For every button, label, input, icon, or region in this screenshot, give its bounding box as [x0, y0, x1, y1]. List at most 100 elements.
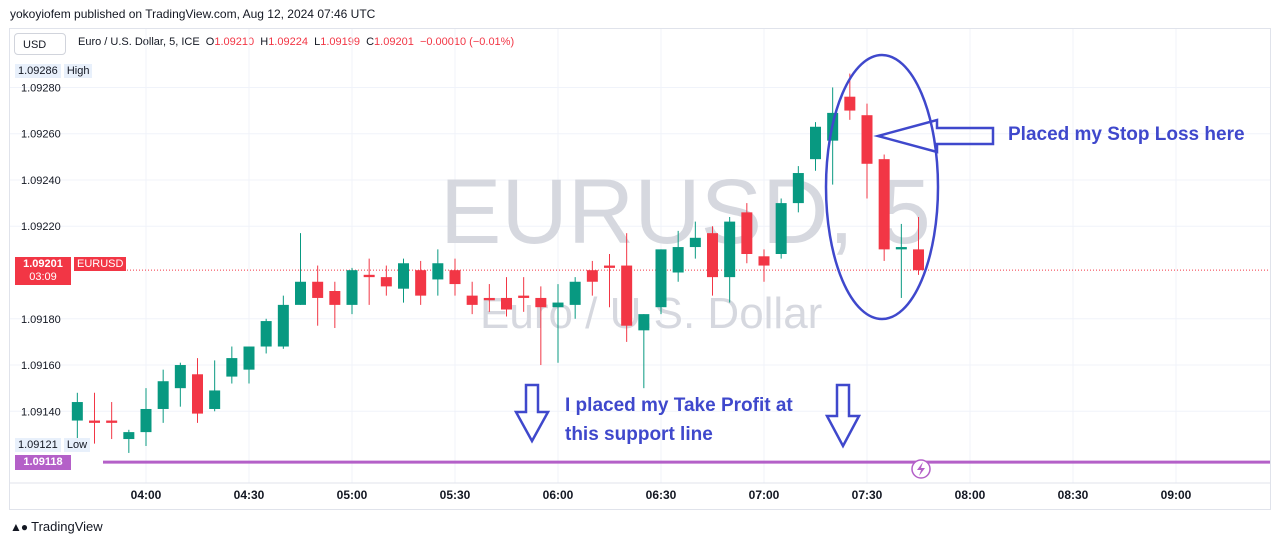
current-price-value: 1.09201	[23, 258, 63, 270]
candle	[243, 346, 255, 384]
candle	[707, 226, 718, 296]
candle-body	[380, 277, 392, 287]
candle-body	[449, 270, 461, 285]
x-tick-label: 05:30	[440, 488, 471, 502]
lightning-icon	[911, 459, 931, 479]
candle-body	[913, 249, 924, 271]
candle-body	[689, 237, 701, 248]
current-symbol-badge: EURUSD	[74, 257, 127, 271]
candle	[792, 166, 804, 213]
high-value: 1.09286	[15, 64, 61, 78]
candle-body	[226, 358, 238, 377]
low-tag: 1.09121 Low	[15, 438, 91, 452]
candle-body	[71, 402, 83, 421]
candles	[71, 73, 924, 453]
legend-open: 1.09210	[214, 36, 255, 48]
high-label: High	[63, 64, 93, 78]
candle-body	[483, 297, 495, 301]
candle	[260, 318, 272, 354]
candle	[466, 281, 478, 315]
candle	[277, 295, 289, 349]
candle-body	[604, 265, 615, 268]
candle-body	[861, 115, 873, 164]
x-tick-label: 08:00	[955, 488, 986, 502]
x-tick-label: 06:30	[646, 488, 677, 502]
candle-body	[741, 212, 753, 254]
candle	[432, 249, 444, 296]
candle	[535, 286, 547, 366]
candle-body	[123, 432, 135, 440]
candle	[346, 267, 358, 315]
candle-body	[552, 302, 564, 308]
candle-body	[672, 247, 684, 273]
candle	[672, 230, 684, 282]
x-tick-label: 04:30	[234, 488, 265, 502]
stop-loss-label: Placed my Stop Loss here	[1008, 124, 1245, 145]
ohlc-legend: Euro / U.S. Dollar, 5, ICE O1.09210 H1.0…	[78, 36, 514, 48]
candle	[106, 402, 118, 440]
candle	[741, 203, 753, 264]
candle	[174, 362, 186, 407]
candle	[363, 258, 375, 305]
y-tick-label: 1.09180	[21, 314, 61, 326]
candle	[913, 216, 924, 275]
candle-body	[363, 274, 375, 278]
candle	[689, 221, 701, 259]
legend-close-label: C	[366, 36, 375, 48]
watermark-symbol: EURUSD, 5	[440, 161, 931, 263]
high-tag: 1.09286 High	[15, 64, 93, 78]
x-tick-label: 09:00	[1161, 488, 1192, 502]
chart-frame	[9, 28, 1271, 510]
countdown: 03:09	[29, 271, 57, 283]
stop-loss-ellipse	[824, 53, 940, 321]
candle-body	[415, 270, 427, 296]
candle	[775, 198, 787, 259]
legend-symbol[interactable]: Euro / U.S. Dollar, 5, ICE	[78, 36, 200, 48]
brand-name: TradingView	[31, 519, 103, 534]
candle	[89, 392, 100, 444]
grid-lines	[10, 29, 1270, 483]
candle	[569, 277, 581, 319]
footer-brand[interactable]: ▲● TradingView	[10, 519, 103, 534]
candle-body	[535, 297, 547, 308]
candle	[878, 154, 890, 261]
candle-body	[157, 381, 169, 409]
candle	[140, 388, 152, 446]
candle-body	[707, 233, 718, 278]
candle-body	[878, 159, 890, 250]
candle-body	[260, 321, 272, 347]
watermark-name: Euro / U.S. Dollar	[480, 289, 822, 338]
legend-close: 1.09201	[374, 36, 414, 48]
legend-low: 1.09199	[320, 36, 360, 48]
candle-body	[638, 314, 650, 331]
candle	[861, 103, 873, 199]
candle-body	[501, 297, 512, 310]
candle-body	[346, 270, 358, 305]
y-tick-label: 1.09260	[21, 129, 61, 141]
y-tick-label: 1.09240	[21, 175, 61, 187]
candle-body	[810, 126, 821, 160]
legend-low-label: L	[314, 36, 321, 48]
y-tick-label: 1.09160	[21, 360, 61, 372]
candle	[724, 216, 736, 303]
candle	[483, 284, 495, 312]
candle	[501, 277, 512, 317]
candle	[415, 260, 427, 305]
support-price-tag: 1.09118	[15, 455, 71, 470]
candle	[295, 233, 306, 305]
candle	[655, 249, 667, 315]
candle-body	[518, 295, 530, 298]
y-tick-label: 1.09220	[21, 221, 61, 233]
candle-body	[192, 374, 203, 414]
currency-button[interactable]: USD	[14, 33, 66, 55]
candle	[810, 122, 821, 171]
candle-body	[724, 221, 736, 278]
candle-body	[775, 203, 787, 254]
candle-body	[277, 304, 289, 347]
tradingview-logo-icon: ▲●	[10, 519, 28, 534]
candle	[209, 360, 221, 412]
legend-high: 1.09224	[268, 36, 308, 48]
candle-body	[209, 390, 221, 409]
x-tick-label: 08:30	[1058, 488, 1089, 502]
